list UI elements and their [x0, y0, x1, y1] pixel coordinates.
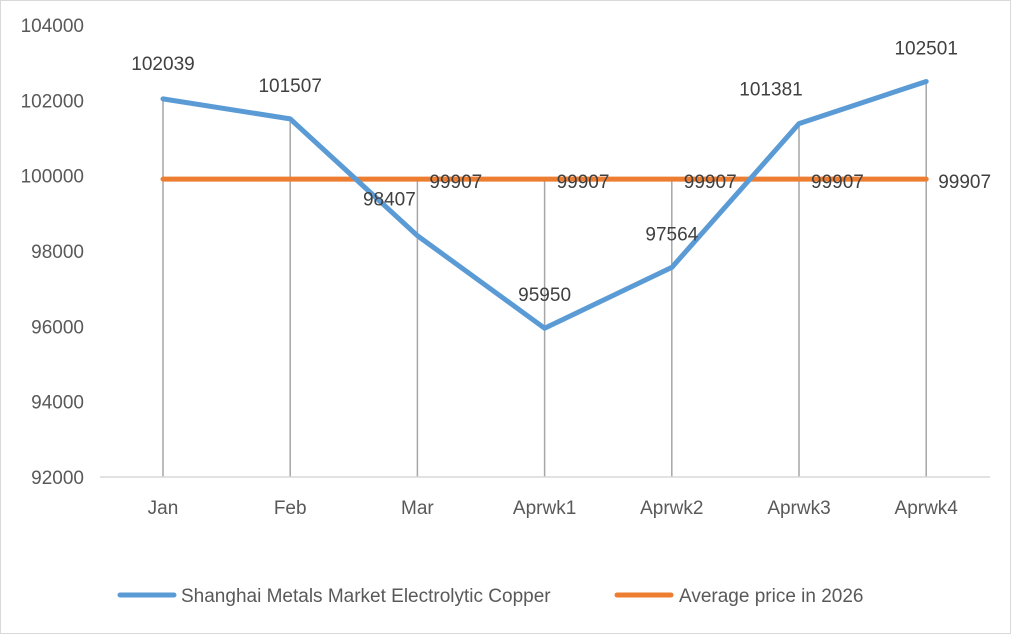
- data-labels: 102039 101507 98407 95950 97564 101381 102501 9…: [131, 38, 991, 306]
- series-line-copper: [160, 78, 929, 331]
- x-tick-label: Jan: [148, 498, 179, 519]
- legend: Shanghai Metals Market Electrolytic Copp…: [117, 586, 864, 607]
- data-label-copper: 98407: [363, 190, 416, 211]
- y-tick-label: 94000: [31, 393, 84, 414]
- x-tick-label: Feb: [274, 498, 307, 519]
- x-tick-label: Aprwk4: [895, 498, 959, 519]
- data-label-average: 99907: [429, 172, 482, 193]
- data-label-copper: 101381: [739, 80, 802, 101]
- y-tick-label: 96000: [31, 317, 84, 338]
- x-tick-label: Mar: [401, 498, 434, 519]
- y-tick-label: 100000: [21, 167, 84, 188]
- x-tick-label: Aprwk1: [513, 498, 576, 519]
- legend-label-average: Average price in 2026: [679, 586, 864, 607]
- data-label-copper: 97564: [645, 224, 698, 245]
- data-label-average: 99907: [811, 172, 864, 193]
- y-tick-label: 102000: [21, 91, 84, 112]
- data-label-average: 99907: [684, 172, 737, 193]
- y-tick-label: 104000: [21, 16, 84, 37]
- data-label-copper: 102039: [131, 54, 194, 75]
- data-label-copper: 101507: [258, 76, 321, 97]
- x-tick-label: Aprwk3: [767, 498, 830, 519]
- series-lines: [160, 78, 929, 331]
- legend-label-copper: Shanghai Metals Market Electrolytic Copp…: [181, 586, 551, 607]
- drop-lines: [162, 81, 927, 477]
- data-label-average: 99907: [938, 172, 991, 193]
- data-label-copper: 102501: [894, 38, 957, 59]
- x-tick-label: Aprwk2: [640, 498, 703, 519]
- data-label-average: 99907: [557, 172, 610, 193]
- data-label-copper: 95950: [518, 285, 571, 306]
- x-axis: Jan Feb Mar Aprwk1 Aprwk2 Aprwk3 Aprwk4: [148, 498, 959, 519]
- y-tick-label: 92000: [31, 468, 84, 489]
- y-axis: 92000 94000 96000 98000 100000 102000 104000: [21, 16, 84, 489]
- y-tick-label: 98000: [31, 242, 84, 263]
